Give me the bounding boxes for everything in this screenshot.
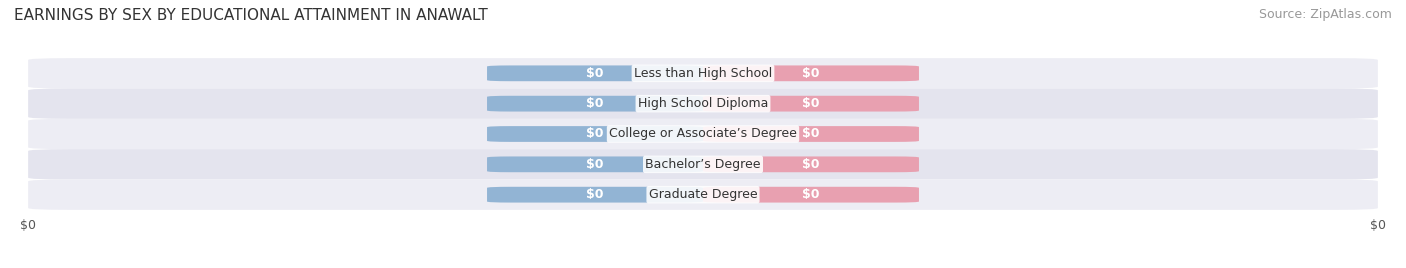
FancyBboxPatch shape <box>28 88 1378 119</box>
Text: $0: $0 <box>586 67 603 80</box>
Text: $0: $0 <box>803 128 820 140</box>
FancyBboxPatch shape <box>703 96 920 111</box>
FancyBboxPatch shape <box>28 180 1378 210</box>
Text: $0: $0 <box>586 188 603 201</box>
FancyBboxPatch shape <box>28 149 1378 180</box>
FancyBboxPatch shape <box>486 96 703 111</box>
FancyBboxPatch shape <box>703 126 920 142</box>
FancyBboxPatch shape <box>486 65 703 81</box>
Text: $0: $0 <box>803 188 820 201</box>
Text: High School Diploma: High School Diploma <box>638 97 768 110</box>
Text: $0: $0 <box>803 97 820 110</box>
FancyBboxPatch shape <box>486 187 703 203</box>
Text: $0: $0 <box>586 97 603 110</box>
FancyBboxPatch shape <box>486 157 703 172</box>
Text: $0: $0 <box>803 67 820 80</box>
Text: $0: $0 <box>586 158 603 171</box>
Text: Bachelor’s Degree: Bachelor’s Degree <box>645 158 761 171</box>
Text: Graduate Degree: Graduate Degree <box>648 188 758 201</box>
FancyBboxPatch shape <box>28 58 1378 88</box>
Text: Less than High School: Less than High School <box>634 67 772 80</box>
Text: $0: $0 <box>586 128 603 140</box>
FancyBboxPatch shape <box>28 119 1378 149</box>
FancyBboxPatch shape <box>703 187 920 203</box>
Text: EARNINGS BY SEX BY EDUCATIONAL ATTAINMENT IN ANAWALT: EARNINGS BY SEX BY EDUCATIONAL ATTAINMEN… <box>14 8 488 23</box>
FancyBboxPatch shape <box>703 157 920 172</box>
Text: Source: ZipAtlas.com: Source: ZipAtlas.com <box>1258 8 1392 21</box>
FancyBboxPatch shape <box>703 65 920 81</box>
Text: $0: $0 <box>803 158 820 171</box>
Text: College or Associate’s Degree: College or Associate’s Degree <box>609 128 797 140</box>
FancyBboxPatch shape <box>486 126 703 142</box>
